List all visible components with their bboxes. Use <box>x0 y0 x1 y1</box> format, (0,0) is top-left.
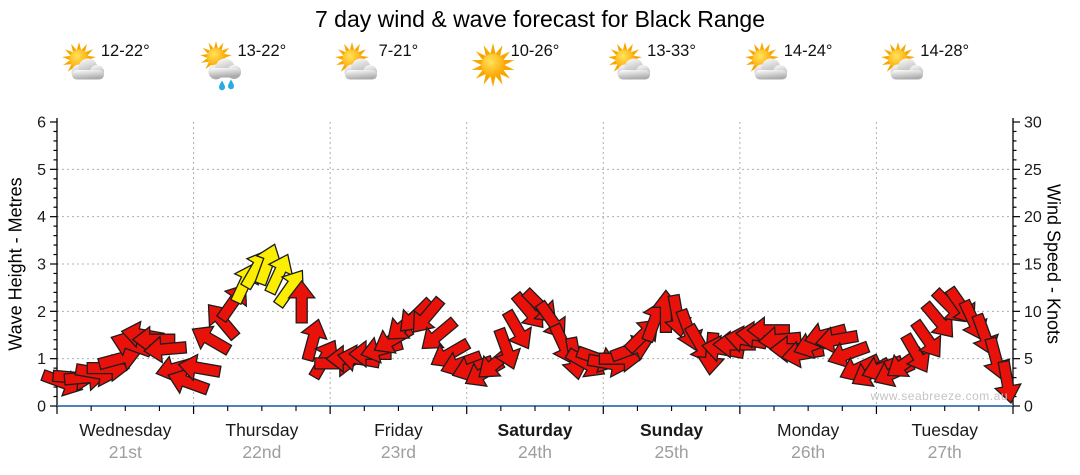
axis-tick-label: 15 <box>1024 257 1042 274</box>
wind-arrow <box>993 359 1022 405</box>
wind-arrow <box>191 325 233 356</box>
wind-arrow <box>421 316 459 350</box>
axis-tick-label: 10 <box>1024 304 1042 321</box>
axis-tick-label: 1 <box>37 351 46 368</box>
axis-tick-label: 4 <box>37 209 46 226</box>
axis-tick-label: 3 <box>37 257 46 274</box>
day-header: 13-33° <box>603 40 740 120</box>
day-label: Sunday <box>640 420 703 440</box>
watermark: www.seabreeze.com.au <box>870 389 1008 403</box>
partly-cloudy-icon <box>744 42 834 116</box>
wind-arrow <box>910 318 942 358</box>
temp-range: 7-21° <box>378 42 419 60</box>
day-label: Tuesday <box>911 420 978 440</box>
axis-tick-label: 0 <box>1024 399 1033 416</box>
wind-arrow <box>300 318 328 363</box>
partly-cloudy-icon <box>335 42 424 116</box>
date-label: 24th <box>518 442 552 462</box>
temp-range: 13-33° <box>647 42 696 60</box>
temp-range: 14-24° <box>783 42 833 60</box>
page-title: 7 day wind & wave forecast for Black Ran… <box>314 6 765 32</box>
wind-arrow <box>177 353 222 382</box>
wind-arrow <box>143 335 188 364</box>
partly-cloudy-showers-icon <box>199 41 288 116</box>
axis-tick-label: 2 <box>37 304 46 321</box>
temp-range: 13-22° <box>237 42 287 60</box>
date-label: 27th <box>928 442 962 462</box>
wind-arrow <box>412 295 446 334</box>
axis-tick-label: 25 <box>1024 162 1042 179</box>
axis-tick-label: 5 <box>1024 351 1033 368</box>
wind-arrow <box>287 279 317 324</box>
partly-cloudy-icon <box>62 42 151 116</box>
date-label: 21st <box>109 442 142 462</box>
date-label: 26th <box>791 442 825 462</box>
temp-range: 10-26° <box>510 42 560 60</box>
axis-tick-label: 20 <box>1024 209 1042 226</box>
day-label: Thursday <box>225 420 298 440</box>
day-label: Monday <box>777 420 840 440</box>
partly-cloudy-icon <box>881 42 971 116</box>
day-header: 14-28° <box>876 40 1013 120</box>
day-header: 10-26° <box>467 40 604 120</box>
axis-tick-label: 0 <box>37 399 46 416</box>
partly-cloudy-icon <box>608 42 698 116</box>
axis-tick-label: 30 <box>1024 115 1042 132</box>
day-label: Friday <box>374 420 423 440</box>
date-label: 25th <box>655 442 689 462</box>
sunny-icon <box>471 43 561 116</box>
temp-range: 12-22° <box>100 42 150 60</box>
day-header: 12-22° <box>57 40 194 120</box>
day-header: 14-24° <box>740 40 877 120</box>
day-label: Saturday <box>498 420 573 440</box>
day-header: 13-22° <box>194 40 331 120</box>
axis-tick-label: 6 <box>37 115 46 132</box>
temp-range: 14-28° <box>920 42 970 60</box>
wind-arrow <box>493 326 522 370</box>
day-label: Wednesday <box>79 420 171 440</box>
day-header: 7-21° <box>330 40 467 120</box>
date-label: 22nd <box>242 442 281 462</box>
axis-tick-label: 5 <box>37 162 46 179</box>
wind-arrow <box>501 308 532 350</box>
date-label: 23rd <box>381 442 416 462</box>
